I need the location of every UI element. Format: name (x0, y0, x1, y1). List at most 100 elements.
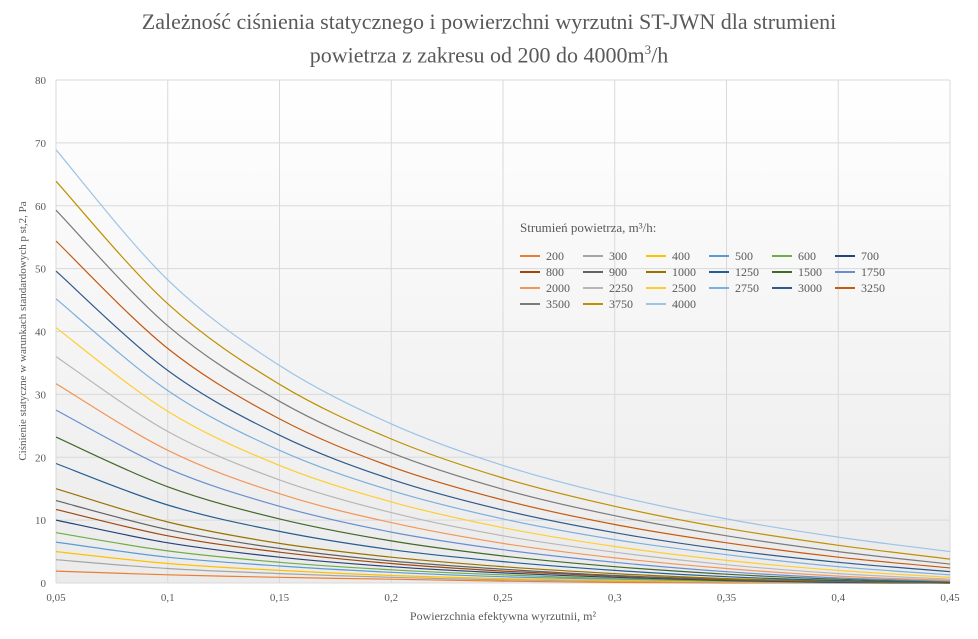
legend-swatch (772, 271, 792, 273)
series-line-2250 (55, 356, 951, 580)
legend-label: 400 (672, 248, 690, 263)
series-line-300 (55, 559, 951, 584)
legend-item-2250: 2250 (583, 280, 646, 296)
legend-swatch (709, 287, 729, 289)
legend-item-3750: 3750 (583, 296, 646, 312)
legend-label: 1500 (798, 264, 822, 279)
x-tick-label: 0,45 (940, 592, 960, 604)
x-tick-label: 0,1 (161, 592, 175, 604)
legend-item-700: 700 (835, 248, 898, 264)
chart-title-superscript: 3 (644, 42, 652, 57)
legend-label: 200 (546, 248, 564, 263)
y-tick-label: 30 (35, 389, 47, 401)
legend-item-900: 900 (583, 264, 646, 280)
legend-swatch (583, 287, 603, 289)
legend-swatch (835, 255, 855, 257)
y-tick-label: 70 (35, 138, 47, 150)
legend-item-3250: 3250 (835, 280, 898, 296)
legend-label: 900 (609, 264, 627, 279)
legend-item-400: 400 (646, 248, 709, 264)
series-line-1750 (55, 409, 951, 582)
x-axis-title: Powierzchnia efektywna wyrzutnii, m² (410, 609, 597, 623)
legend-item-3000: 3000 (772, 280, 835, 296)
legend-label: 3250 (861, 280, 885, 295)
y-tick-label: 10 (35, 515, 47, 527)
legend-item-300: 300 (583, 248, 646, 264)
x-tick-label: 0,25 (493, 592, 513, 604)
grid-lines (55, 79, 951, 584)
legend-item-3500: 3500 (520, 296, 583, 312)
legend-swatch (520, 303, 540, 305)
legend-swatch (520, 255, 540, 257)
x-tick-label: 0,4 (831, 592, 845, 604)
legend-swatch (772, 287, 792, 289)
legend-swatch (646, 303, 666, 305)
legend-label: 2750 (735, 280, 759, 295)
series-line-3750 (55, 180, 951, 560)
legend-item-2000: 2000 (520, 280, 583, 296)
series-line-2000 (55, 383, 951, 582)
legend-label: 1000 (672, 264, 696, 279)
legend-label: 2500 (672, 280, 696, 295)
legend-item-2750: 2750 (709, 280, 772, 296)
legend: Strumień powietrza, m³/h: 200 300 400 500 60… (520, 220, 900, 312)
chart-title-line-2: powietrza z zakresu od 200 do 4000m3/h (0, 36, 978, 69)
legend-swatch (835, 271, 855, 273)
legend-swatch (772, 255, 792, 257)
chart-title: Zależność ciśnienia statycznego i powier… (0, 8, 978, 69)
series-line-3250 (55, 240, 951, 569)
legend-item-500: 500 (709, 248, 772, 264)
series-line-2750 (55, 298, 951, 576)
legend-label: 2250 (609, 280, 633, 295)
x-tick-label: 0,05 (46, 592, 66, 604)
legend-swatch (646, 255, 666, 257)
legend-swatch (520, 287, 540, 289)
series-line-4000 (55, 149, 951, 553)
legend-label: 3500 (546, 296, 570, 311)
y-tick-label: 80 (35, 75, 47, 87)
legend-item-200: 200 (520, 248, 583, 264)
legend-swatch (583, 255, 603, 257)
series-line-3000 (55, 270, 951, 573)
y-tick-label: 0 (41, 578, 47, 590)
chart-title-line-2-text: powietrza z zakresu od 200 do 4000m (309, 42, 645, 68)
series-line-900 (55, 500, 951, 584)
chart-title-line-2-unit: /h (651, 42, 669, 68)
y-tick-label: 60 (35, 201, 47, 213)
legend-label: 600 (798, 248, 816, 263)
series-line-3500 (55, 209, 951, 565)
legend-swatch (520, 271, 540, 273)
tick-labels: 0,05 0,1 0,15 0,2 0,25 0,3 0,35 0,4 0,45 0 10 20 30 4… (35, 75, 960, 604)
legend-label: 1250 (735, 264, 759, 279)
legend-label: 800 (546, 264, 564, 279)
legend-swatch (583, 271, 603, 273)
legend-item-1000: 1000 (646, 264, 709, 280)
series-line-1250 (55, 462, 951, 583)
legend-item-1750: 1750 (835, 264, 898, 280)
legend-items: 200 300 400 500 600 700 800 900 1000 1250 1500 1750… (520, 248, 900, 312)
legend-item-1250: 1250 (709, 264, 772, 280)
legend-item-2500: 2500 (646, 280, 709, 296)
legend-swatch (709, 255, 729, 257)
chart-title-line-1: Zależność ciśnienia statycznego i powier… (141, 9, 837, 34)
legend-label: 1750 (861, 264, 885, 279)
legend-label: 2000 (546, 280, 570, 295)
series-line-2500 (55, 327, 951, 578)
y-tick-label: 40 (35, 327, 47, 339)
legend-swatch (583, 303, 603, 305)
legend-item-4000: 4000 (646, 296, 709, 312)
y-tick-label: 20 (35, 452, 47, 464)
legend-item-1500: 1500 (772, 264, 835, 280)
y-axis-title: Ciśnienie statyczne w warunkach standard… (17, 201, 29, 460)
legend-label: 4000 (672, 296, 696, 311)
series-line-700 (55, 519, 951, 584)
series-line-1500 (55, 436, 951, 583)
legend-item-600: 600 (772, 248, 835, 264)
legend-label: 3750 (609, 296, 633, 311)
legend-label: 500 (735, 248, 753, 263)
series-line-1000 (55, 488, 951, 584)
legend-swatch (835, 287, 855, 289)
x-tick-label: 0,2 (384, 592, 398, 604)
legend-item-800: 800 (520, 264, 583, 280)
